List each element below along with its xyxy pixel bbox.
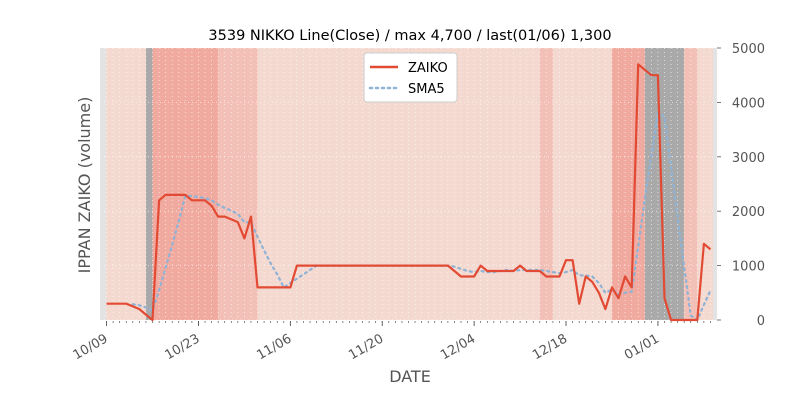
zaiko-line [106, 63, 712, 322]
zaiko-series-layer [106, 63, 712, 322]
chart-title: 3539 NIKKO Line(Close) / max 4,700 / las… [208, 28, 611, 44]
x-tick-label: 12/04 [438, 331, 478, 363]
legend-sma5-label: SMA5 [408, 82, 445, 97]
x-tick-label: 11/20 [346, 331, 386, 363]
y-tick-label: 5000 [732, 42, 765, 57]
legend-zaiko-label: ZAIKO [408, 61, 448, 76]
y-tick-label: 4000 [732, 96, 765, 111]
sma5-series-layer [131, 111, 712, 322]
shading-band [611, 48, 645, 320]
shading-band [552, 48, 612, 320]
shading-band [145, 48, 153, 320]
y-axis-ticks: 0 1000 2000 3000 4000 5000 [717, 42, 765, 329]
x-axis-label: DATE [389, 367, 431, 386]
y-tick-label: 3000 [732, 151, 765, 166]
x-tick-label: 10/09 [71, 331, 111, 363]
y-tick-label: 2000 [732, 205, 765, 220]
x-tick-label: 11/06 [254, 331, 294, 363]
x-axis-ticks: 10/09 10/23 11/06 11/20 12/04 12/18 01/01 [71, 321, 711, 363]
y-tick-label: 0 [757, 314, 765, 329]
x-tick-label: 10/23 [163, 331, 203, 363]
y-axis-label: IPPAN ZAIKO (volume) [75, 97, 94, 274]
y-tick-label: 1000 [732, 260, 765, 275]
x-tick-label: 01/01 [622, 331, 662, 363]
sma5-line [131, 111, 712, 322]
legend-box [363, 52, 458, 103]
x-tick-label: 12/18 [530, 331, 570, 363]
legend: ZAIKO SMA5 [363, 52, 458, 103]
